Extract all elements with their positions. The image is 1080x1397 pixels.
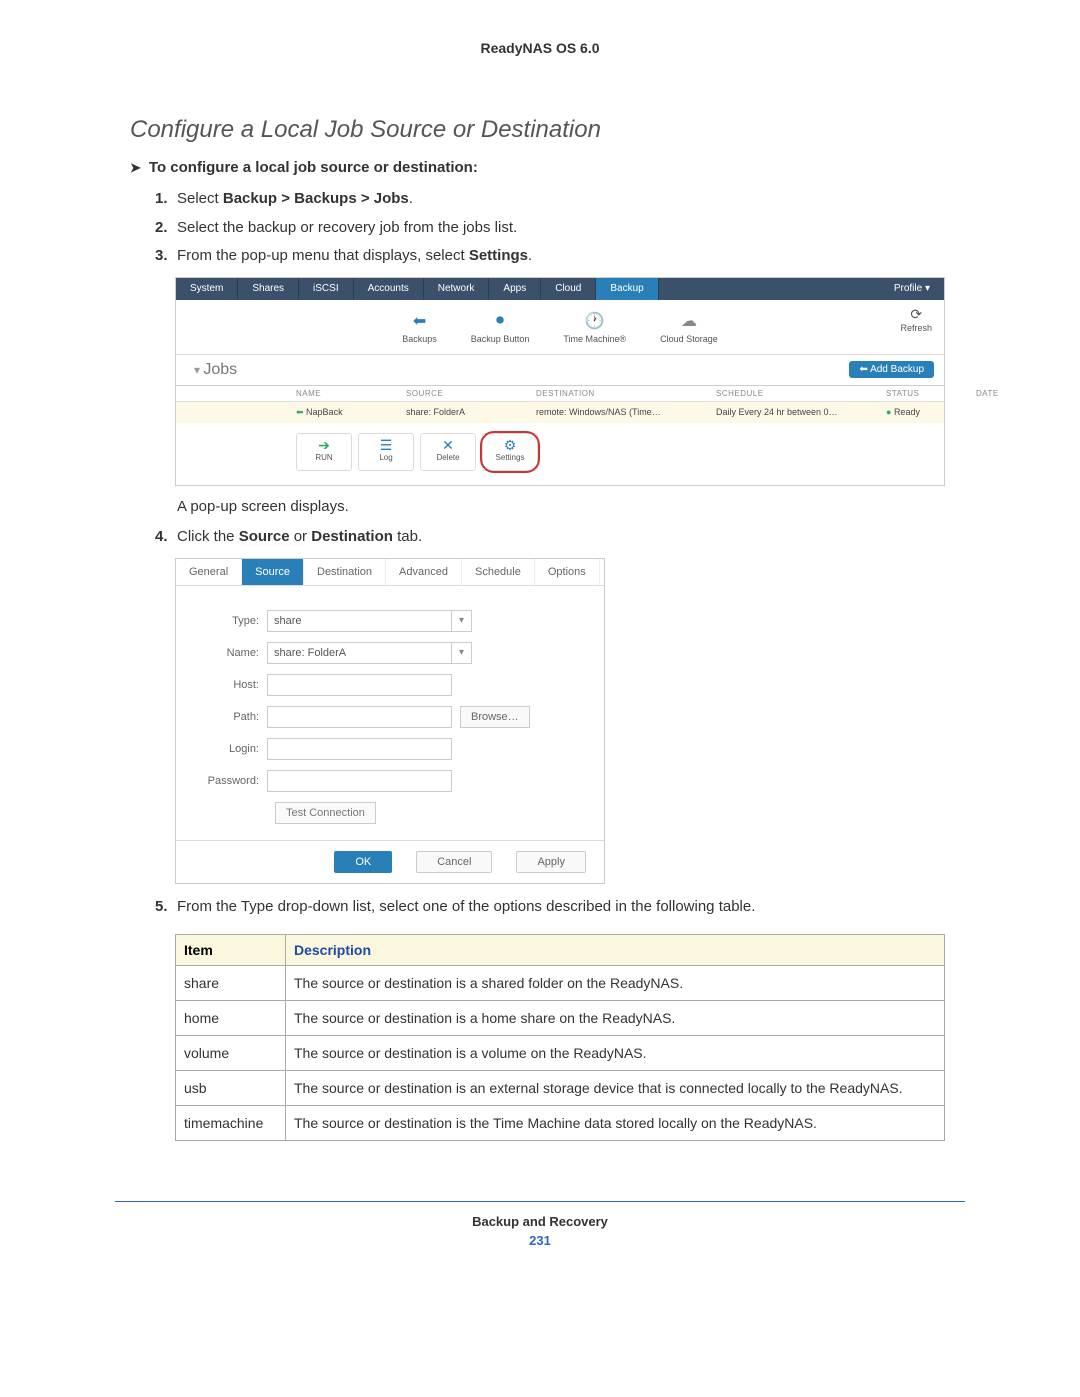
job-row[interactable]: NapBack share: FolderA remote: Windows/N…: [176, 402, 944, 423]
step-3: From the pop-up menu that displays, sele…: [177, 243, 965, 269]
tab-apps[interactable]: Apps: [489, 278, 541, 300]
step-number: 1.: [155, 186, 177, 212]
path-label: Path:: [192, 711, 267, 723]
dlg-tab-schedule[interactable]: Schedule: [462, 559, 535, 585]
nav-tabbar: System Shares iSCSI Accounts Network App…: [176, 278, 944, 300]
cancel-button[interactable]: Cancel: [416, 851, 492, 873]
password-label: Password:: [192, 775, 267, 787]
tab-iscsi[interactable]: iSCSI: [299, 278, 354, 300]
jobs-heading: Jobs: [194, 361, 237, 379]
dlg-tab-options[interactable]: Options: [535, 559, 600, 585]
type-label: Type:: [192, 615, 267, 627]
test-connection-button[interactable]: Test Connection: [275, 802, 376, 824]
source-config-dialog: General Source Destination Advanced Sche…: [175, 558, 605, 884]
page-footer: Backup and Recovery 231: [115, 1201, 965, 1248]
step-5: From the Type drop-down list, select one…: [177, 894, 965, 920]
tab-cloud[interactable]: Cloud: [541, 278, 596, 300]
step-4: Click the Source or Destination tab.: [177, 524, 965, 550]
dlg-tab-general[interactable]: General: [176, 559, 242, 585]
tab-shares[interactable]: Shares: [238, 278, 299, 300]
host-label: Host:: [192, 679, 267, 691]
step-number: 3.: [155, 243, 177, 269]
apply-button[interactable]: Apply: [516, 851, 586, 873]
step-number: 4.: [155, 524, 177, 550]
name-label: Name:: [192, 647, 267, 659]
col-item: Item: [176, 935, 286, 966]
doc-header: ReadyNAS OS 6.0: [115, 40, 965, 56]
cloud-icon: ☁: [678, 310, 700, 332]
step-number: 2.: [155, 215, 177, 241]
settings-button[interactable]: ⚙ Settings: [482, 433, 538, 471]
ok-button[interactable]: OK: [334, 851, 392, 873]
step-number: 5.: [155, 894, 177, 920]
step-1: Select Backup > Backups > Jobs.: [177, 186, 965, 212]
chevron-down-icon[interactable]: ▾: [452, 610, 472, 632]
backup-icon: ⬅: [409, 310, 431, 332]
dialog-tabs: General Source Destination Advanced Sche…: [176, 559, 604, 586]
profile-menu[interactable]: Profile ▾: [880, 283, 944, 294]
name-select[interactable]: share: FolderA: [267, 642, 452, 664]
host-input[interactable]: [267, 674, 452, 696]
chevron-down-icon[interactable]: ▾: [452, 642, 472, 664]
jobs-table-header: NAME SOURCE DESTINATION SCHEDULE STATUS …: [176, 386, 944, 402]
login-input[interactable]: [267, 738, 452, 760]
tab-accounts[interactable]: Accounts: [354, 278, 424, 300]
time-machine-icon: 🕐: [584, 310, 606, 332]
table-row: homeThe source or destination is a home …: [176, 1001, 945, 1036]
section-title: Configure a Local Job Source or Destinat…: [130, 116, 965, 144]
tab-backup[interactable]: Backup: [596, 278, 658, 300]
run-button[interactable]: ➔ RUN: [296, 433, 352, 471]
col-description: Description: [286, 935, 945, 966]
step-popup-note: A pop-up screen displays.: [177, 496, 965, 519]
table-row: usbThe source or destination is an exter…: [176, 1071, 945, 1106]
dlg-tab-source[interactable]: Source: [242, 559, 304, 585]
delete-button[interactable]: ✕ Delete: [420, 433, 476, 471]
login-label: Login:: [192, 743, 267, 755]
tab-system[interactable]: System: [176, 278, 238, 300]
dlg-tab-advanced[interactable]: Advanced: [386, 559, 462, 585]
gear-icon: ⚙: [483, 437, 537, 453]
backup-button-icon: ⏺: [489, 310, 511, 332]
type-select[interactable]: share: [267, 610, 452, 632]
log-button[interactable]: ☰ Log: [358, 433, 414, 471]
step-2: Select the backup or recovery job from t…: [177, 215, 965, 241]
type-options-table: Item Description shareThe source or dest…: [175, 934, 945, 1141]
delete-icon: ✕: [421, 437, 475, 453]
dlg-tab-destination[interactable]: Destination: [304, 559, 386, 585]
add-backup-button[interactable]: ⬅ Add Backup: [849, 361, 934, 378]
table-row: shareThe source or destination is a shar…: [176, 966, 945, 1001]
backup-subnav: ⬅ Backups ⏺ Backup Button 🕐 Time Machine…: [176, 300, 944, 355]
subnav-backup-button[interactable]: ⏺ Backup Button: [471, 310, 530, 344]
run-icon: ➔: [297, 437, 351, 453]
table-row: timemachineThe source or destination is …: [176, 1106, 945, 1141]
tab-network[interactable]: Network: [424, 278, 490, 300]
subnav-cloud-storage[interactable]: ☁ Cloud Storage: [660, 310, 718, 344]
password-input[interactable]: [267, 770, 452, 792]
browse-button[interactable]: Browse…: [460, 706, 530, 728]
subnav-backups[interactable]: ⬅ Backups: [402, 310, 437, 344]
refresh-icon: ⟳: [900, 306, 932, 323]
subnav-time-machine[interactable]: 🕐 Time Machine®: [563, 310, 626, 344]
refresh-button[interactable]: ⟳ Refresh: [900, 306, 932, 333]
backup-jobs-screenshot: System Shares iSCSI Accounts Network App…: [175, 277, 945, 486]
path-input[interactable]: [267, 706, 452, 728]
procedure-heading: To configure a local job source or desti…: [130, 159, 965, 176]
table-row: volumeThe source or destination is a vol…: [176, 1036, 945, 1071]
log-icon: ☰: [359, 437, 413, 453]
